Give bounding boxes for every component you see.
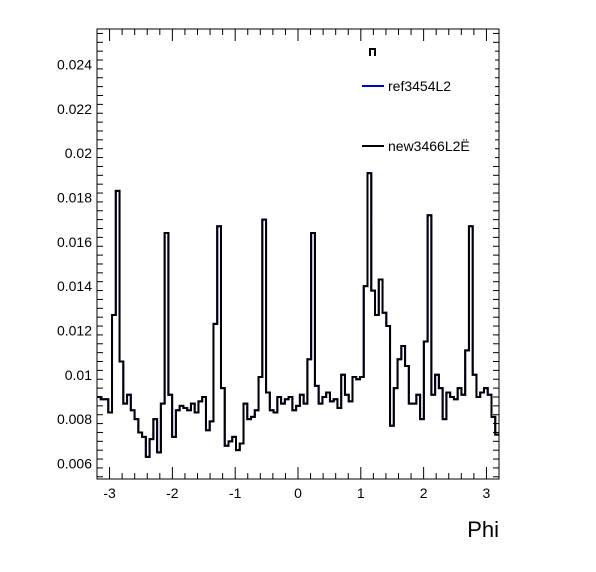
y-tick-label: 0.016 <box>57 234 92 250</box>
x-tick-label: -1 <box>229 485 242 501</box>
y-tick-label: 0.024 <box>57 56 92 72</box>
y-tick-label: 0.022 <box>57 101 92 117</box>
y-axis: 0.006 0.008 0.01 0.012 0.014 0.016 0.018 0.02 0.… <box>57 32 499 478</box>
legend-entry-label: new3466L2Ë <box>388 138 470 154</box>
x-tick-label: 2 <box>420 485 428 501</box>
legend-header-marker <box>369 48 376 56</box>
y-tick-label: 0.014 <box>57 278 92 294</box>
x-tick-label: 3 <box>483 485 491 501</box>
x-tick-label: -3 <box>103 485 116 501</box>
x-tick-label: -2 <box>166 485 179 501</box>
x-axis: -3 -2 -1 0 1 2 3 <box>96 29 500 501</box>
legend: ref3454L2 new3466L2Ë <box>357 44 495 166</box>
y-tick-label: 0.006 <box>57 455 92 471</box>
y-tick-label: 0.02 <box>65 145 92 161</box>
y-tick-label: 0.008 <box>57 411 92 427</box>
series-layer <box>97 172 499 458</box>
y-tick-label: 0.018 <box>57 189 92 205</box>
y-tick-label: 0.012 <box>57 322 92 338</box>
legend-entry-label: ref3454L2 <box>388 78 451 94</box>
x-tick-label: 0 <box>294 485 302 501</box>
y-tick-label: 0.01 <box>65 367 92 383</box>
x-tick-label: 1 <box>357 485 365 501</box>
x-axis-title: Phi <box>467 517 499 542</box>
series-line-new3466l2- <box>97 172 499 458</box>
